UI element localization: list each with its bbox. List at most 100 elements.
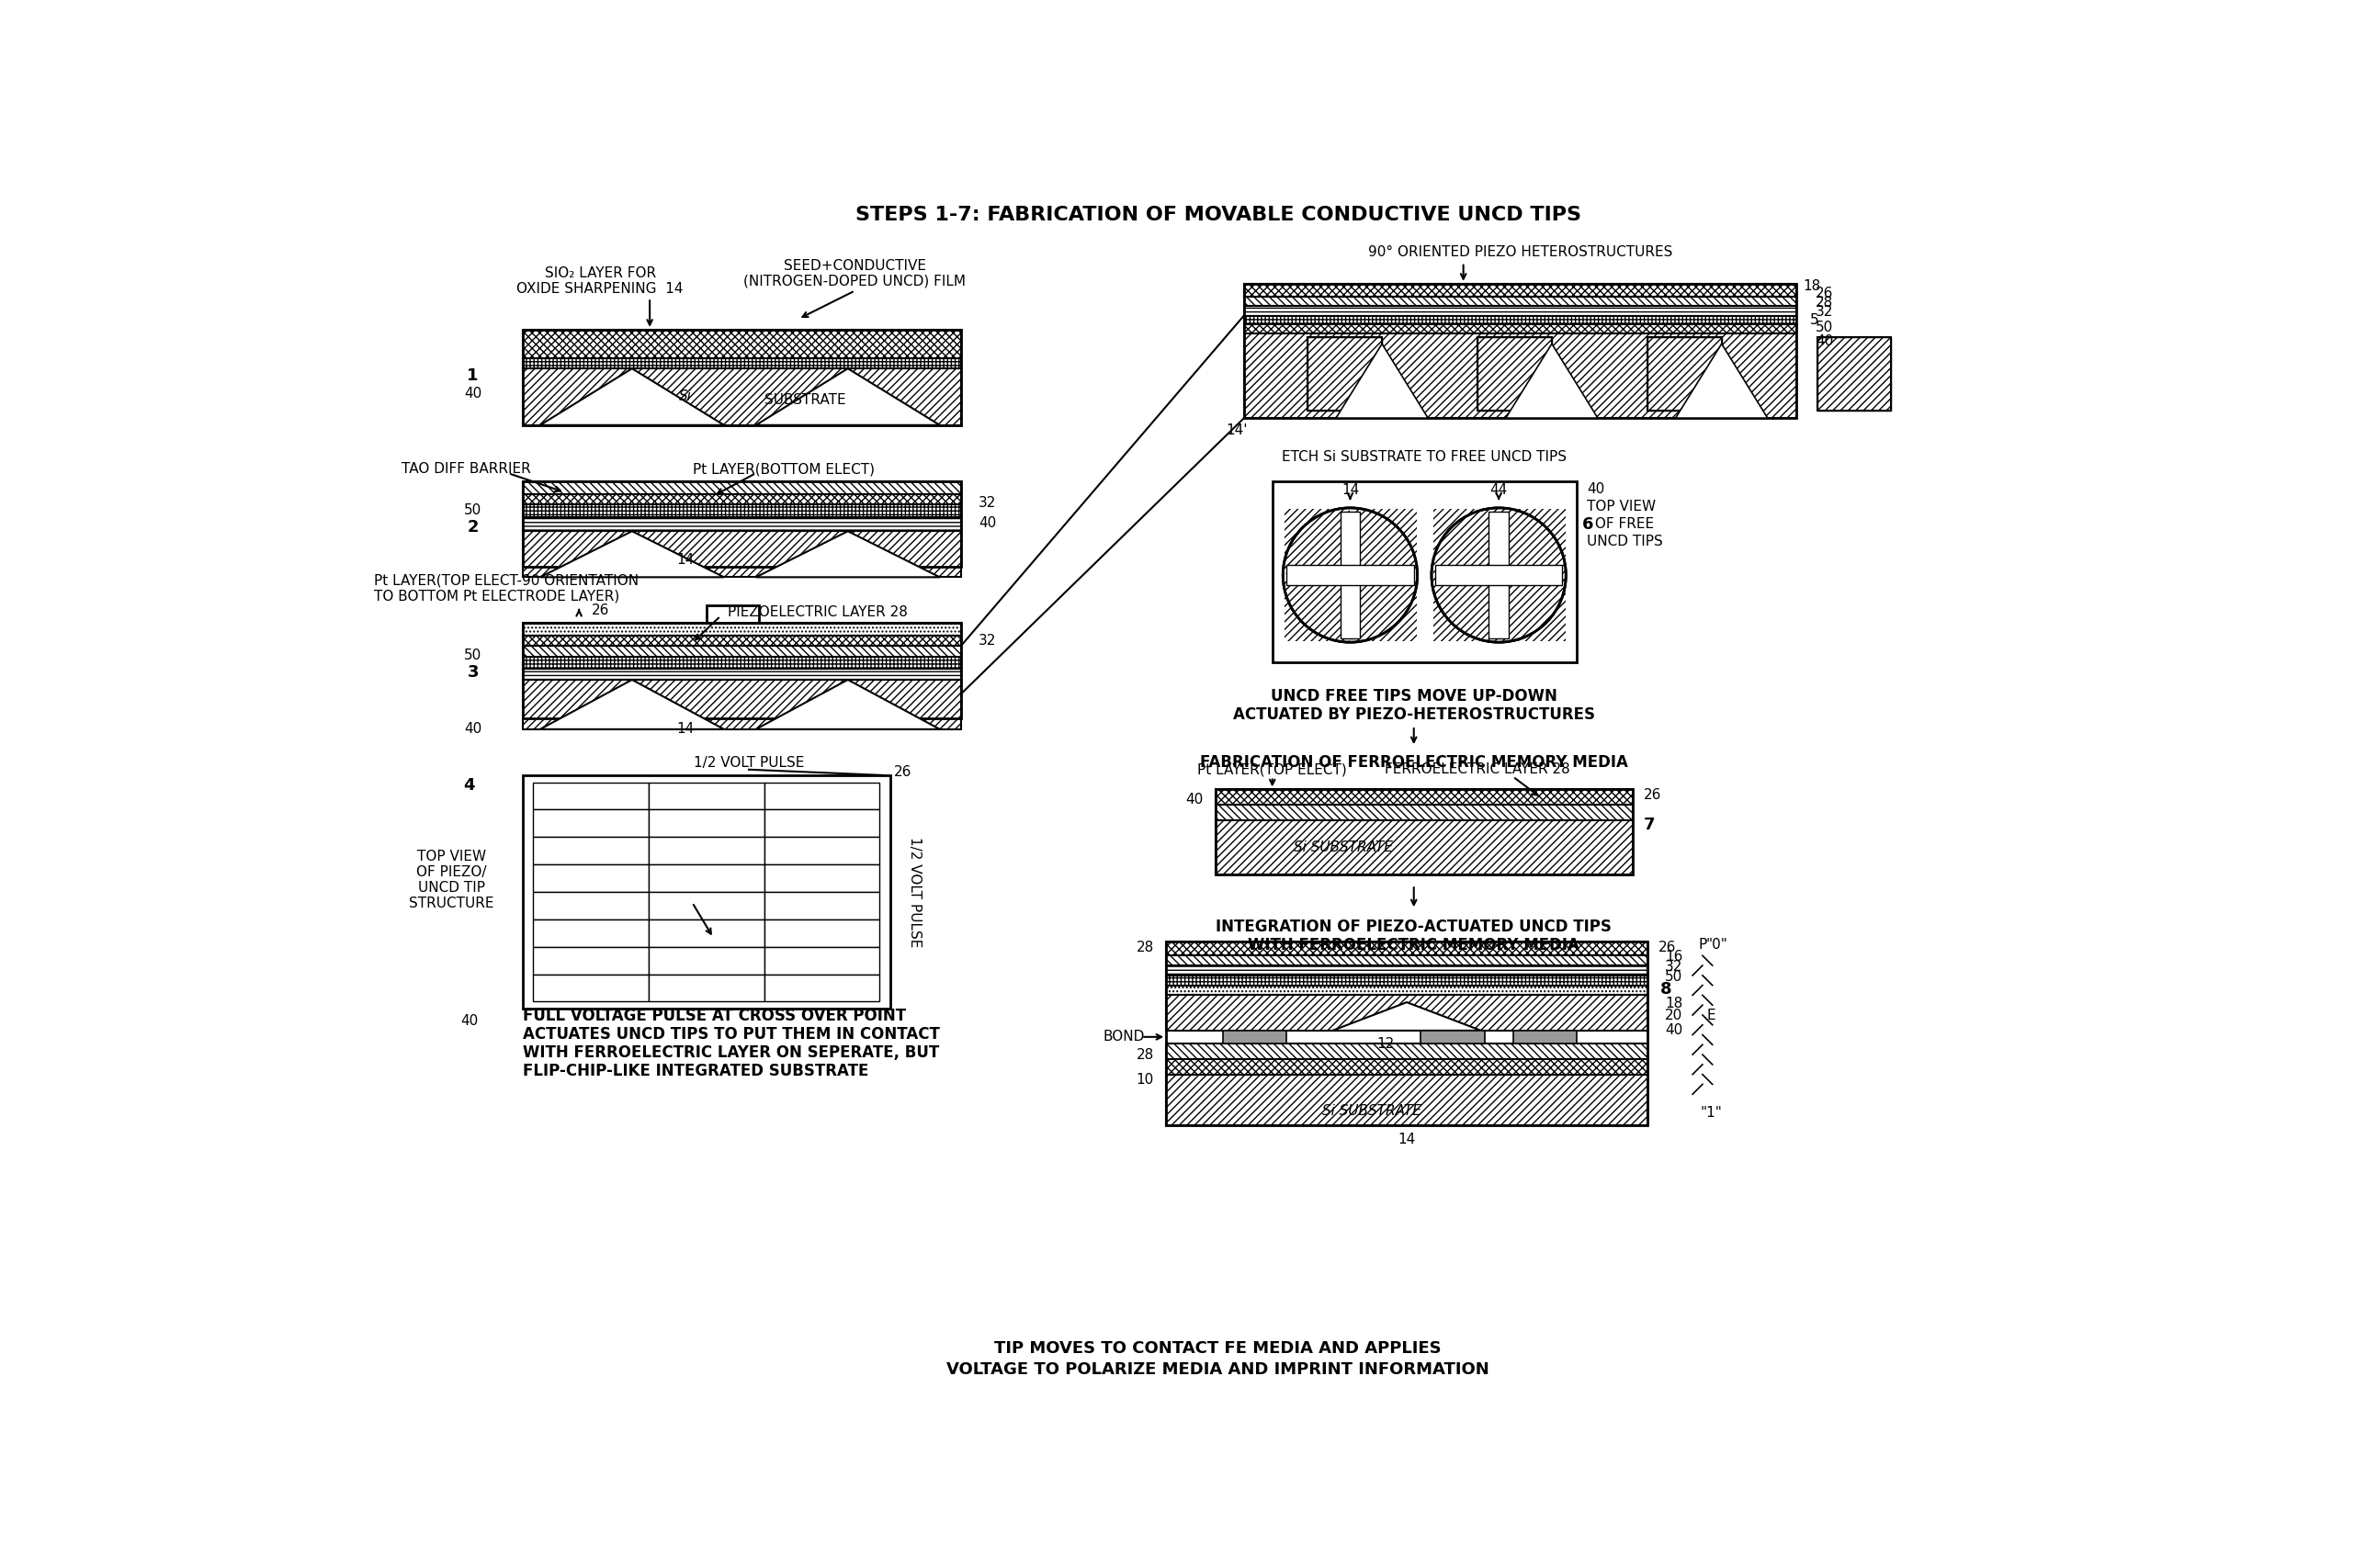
Text: 26: 26 — [1816, 287, 1833, 301]
Bar — [523, 329, 960, 425]
Text: UNCD FREE TIPS MOVE UP-DOWN: UNCD FREE TIPS MOVE UP-DOWN — [1272, 688, 1557, 704]
Bar — [1647, 337, 1721, 411]
Text: WITH FERROELECTRIC MEMORY MEDIA: WITH FERROELECTRIC MEMORY MEDIA — [1248, 936, 1581, 953]
Text: 1: 1 — [468, 367, 478, 384]
Text: OXIDE SHARPENING  14: OXIDE SHARPENING 14 — [516, 282, 685, 295]
Text: SIO₂ LAYER FOR: SIO₂ LAYER FOR — [544, 267, 656, 281]
Bar — [523, 505, 960, 517]
Text: "0": "0" — [1707, 938, 1728, 952]
Polygon shape — [540, 681, 725, 729]
Text: Si SUBSTRATE: Si SUBSTRATE — [1322, 1104, 1421, 1118]
Bar — [1243, 284, 1797, 419]
Text: 3: 3 — [468, 665, 478, 681]
Text: 28: 28 — [1136, 1047, 1153, 1062]
Bar — [1243, 332, 1797, 419]
Text: ACTUATES UNCD TIPS TO PUT THEM IN CONTACT: ACTUATES UNCD TIPS TO PUT THEM IN CONTAC… — [523, 1025, 939, 1043]
Text: 40: 40 — [461, 1014, 478, 1029]
Bar — [1167, 941, 1647, 955]
Bar — [1353, 577, 1417, 641]
Text: ETCH Si SUBSTRATE TO FREE UNCD TIPS: ETCH Si SUBSTRATE TO FREE UNCD TIPS — [1281, 450, 1566, 464]
Bar — [1167, 955, 1647, 966]
Bar — [523, 637, 960, 646]
Polygon shape — [1333, 1002, 1481, 1030]
Bar — [1167, 985, 1647, 996]
Bar — [1307, 337, 1381, 411]
Bar — [1500, 510, 1564, 574]
Bar — [523, 481, 960, 494]
Text: 32: 32 — [979, 495, 996, 510]
Bar — [763, 919, 879, 947]
Bar — [763, 892, 879, 919]
Bar — [1816, 337, 1892, 411]
Text: 5: 5 — [1809, 314, 1818, 328]
Bar — [1167, 1043, 1647, 1058]
Text: WITH FERROELECTRIC LAYER ON SEPERATE, BUT: WITH FERROELECTRIC LAYER ON SEPERATE, BU… — [523, 1044, 939, 1060]
Text: UNCD TIPS: UNCD TIPS — [1588, 535, 1664, 549]
Text: FULL VOLTAGE PULSE AT CROSS OVER POINT: FULL VOLTAGE PULSE AT CROSS OVER POINT — [523, 1007, 906, 1024]
Bar — [523, 481, 960, 566]
Text: E: E — [1707, 1008, 1716, 1022]
Text: OF PIEZO/: OF PIEZO/ — [416, 866, 487, 880]
Bar — [523, 646, 960, 657]
Bar — [1488, 511, 1509, 638]
Bar — [649, 864, 763, 892]
Text: 50: 50 — [464, 648, 483, 662]
Bar — [523, 681, 960, 729]
Text: 2: 2 — [468, 519, 478, 536]
Text: Pt LAYER(TOP ELECT-90 ORIENTATION: Pt LAYER(TOP ELECT-90 ORIENTATION — [373, 574, 639, 588]
Bar — [1286, 564, 1414, 585]
Text: UNCD TIP: UNCD TIP — [418, 881, 485, 895]
Bar — [532, 864, 649, 892]
Text: TAO DIFF BARRIER: TAO DIFF BARRIER — [402, 463, 530, 475]
Text: "1": "1" — [1700, 1105, 1721, 1120]
Text: 90° ORIENTED PIEZO HETEROSTRUCTURES: 90° ORIENTED PIEZO HETEROSTRUCTURES — [1367, 245, 1671, 259]
Bar — [1243, 306, 1797, 317]
Bar — [532, 919, 649, 947]
Text: 14: 14 — [677, 723, 694, 735]
Text: SUBSTRATE: SUBSTRATE — [765, 394, 846, 408]
Bar — [1433, 577, 1498, 641]
Text: 50: 50 — [1816, 320, 1833, 334]
Bar — [1478, 337, 1552, 411]
Text: FERROELECTRIC LAYER 28: FERROELECTRIC LAYER 28 — [1386, 762, 1571, 776]
Bar — [763, 782, 879, 809]
Bar — [1215, 789, 1633, 804]
Bar — [1243, 296, 1797, 306]
Bar — [1215, 820, 1633, 875]
Text: 50: 50 — [464, 503, 483, 517]
Bar — [1243, 317, 1797, 325]
Polygon shape — [1505, 343, 1597, 419]
Bar — [1421, 1030, 1486, 1043]
Bar — [523, 532, 960, 577]
Text: 40: 40 — [464, 723, 483, 735]
Bar — [532, 974, 649, 1002]
Bar — [1167, 996, 1647, 1030]
Bar — [532, 947, 649, 974]
Bar — [1167, 1074, 1647, 1126]
Text: 16: 16 — [1664, 950, 1683, 964]
Text: TOP VIEW: TOP VIEW — [416, 850, 487, 864]
Bar — [523, 368, 960, 425]
Bar — [1215, 804, 1633, 820]
Bar — [523, 622, 960, 718]
Bar — [1284, 577, 1350, 641]
Text: PIEZOELECTRIC LAYER 28: PIEZOELECTRIC LAYER 28 — [727, 605, 908, 619]
Bar — [532, 892, 649, 919]
Text: 32: 32 — [1816, 306, 1833, 318]
Text: 1/2 VOLT PULSE: 1/2 VOLT PULSE — [908, 837, 922, 947]
Bar — [706, 605, 758, 622]
Bar — [1167, 966, 1647, 975]
Text: 14: 14 — [677, 552, 694, 566]
Text: 8: 8 — [1659, 982, 1671, 997]
Bar — [1341, 511, 1360, 638]
Text: 14': 14' — [1227, 423, 1248, 437]
Bar — [523, 358, 960, 368]
Bar — [523, 775, 891, 1008]
Text: 10: 10 — [1136, 1073, 1153, 1087]
Bar — [763, 809, 879, 837]
Text: 1/2 VOLT PULSE: 1/2 VOLT PULSE — [694, 756, 803, 770]
Text: 40: 40 — [979, 516, 996, 530]
Text: Pt LAYER(BOTTOM ELECT): Pt LAYER(BOTTOM ELECT) — [694, 463, 875, 475]
Text: 40: 40 — [1186, 792, 1203, 806]
Text: FABRICATION OF FERROELECTRIC MEMORY MEDIA: FABRICATION OF FERROELECTRIC MEMORY MEDI… — [1200, 754, 1628, 771]
